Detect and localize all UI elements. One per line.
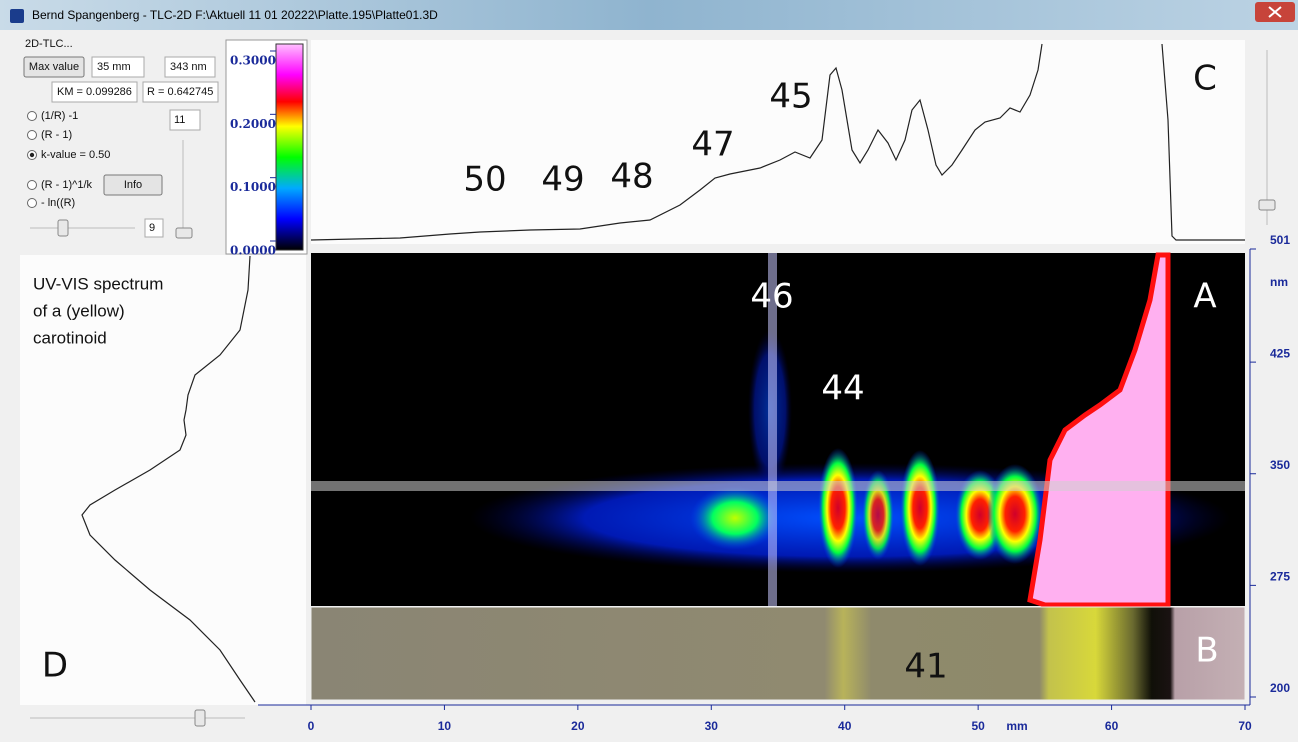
profile-panel bbox=[311, 40, 1245, 244]
app-window: Bernd Spangenberg - TLC-2D F:\Aktuell 11… bbox=[0, 0, 1298, 737]
peak-label: 45 bbox=[769, 77, 812, 117]
x-tick-label: 30 bbox=[705, 719, 719, 733]
heatmap-blob bbox=[987, 464, 1043, 564]
y-axis-unit: nm bbox=[1270, 275, 1288, 289]
x-tick-label: 50 bbox=[971, 719, 985, 733]
option-label: (1/R) -1 bbox=[41, 110, 78, 122]
x-tick-label: 40 bbox=[838, 719, 852, 733]
y-tick-label: 350 bbox=[1270, 458, 1290, 472]
r-value: R = 0.642745 bbox=[147, 86, 213, 98]
top-field-value: 11 bbox=[174, 114, 185, 126]
window-title: Bernd Spangenberg - TLC-2D F:\Aktuell 11… bbox=[32, 8, 438, 22]
info-button-label: Info bbox=[124, 179, 142, 191]
bottom-slider-thumb[interactable] bbox=[195, 710, 205, 726]
peak-label: 46 bbox=[750, 277, 793, 317]
y-tick-label: 200 bbox=[1270, 681, 1290, 695]
x-tick-label: 10 bbox=[438, 719, 452, 733]
plate-image bbox=[311, 607, 1245, 700]
option-label: k-value = 0.50 bbox=[41, 149, 110, 161]
spectrum-caption: UV-VIS spectrum bbox=[33, 274, 163, 293]
body: Bernd Spangenberg - TLC-2D F:\Aktuell 11… bbox=[0, 0, 1298, 737]
panel-b-label: B bbox=[1195, 631, 1218, 671]
heatmap-blob bbox=[818, 448, 858, 568]
y-tick-label: 425 bbox=[1270, 346, 1290, 360]
peak-label: 48 bbox=[610, 157, 653, 197]
panel-d-label: D bbox=[42, 646, 68, 686]
app-icon bbox=[10, 9, 24, 23]
spectrum-caption: of a (yellow) bbox=[33, 301, 125, 320]
km-value: KM = 0.099286 bbox=[57, 86, 132, 98]
color-scale-label: 0.2000 bbox=[230, 117, 276, 131]
y-tick-label: 501 bbox=[1270, 233, 1290, 247]
radio-button[interactable] bbox=[28, 199, 37, 208]
peak-label: 47 bbox=[691, 125, 734, 165]
x-tick-label: 70 bbox=[1238, 719, 1252, 733]
page: TLC-2D {"window": {"title": "Bernd Spang… bbox=[0, 0, 1298, 737]
horizontal-slider-thumb[interactable] bbox=[58, 220, 68, 236]
spectrum-panel bbox=[20, 255, 306, 705]
wavelength-value: 343 nm bbox=[170, 61, 207, 73]
spectrum-caption: carotinoid bbox=[33, 328, 107, 347]
x-axis-unit: mm bbox=[1006, 719, 1027, 733]
x-tick-label: 20 bbox=[571, 719, 585, 733]
color-scale-label: 0.3000 bbox=[230, 54, 276, 68]
peak-label: 49 bbox=[541, 160, 584, 200]
panel-c-label: C bbox=[1193, 59, 1217, 99]
radio-button[interactable] bbox=[28, 131, 37, 140]
group-label: 2D-TLC... bbox=[25, 38, 73, 50]
position-value: 35 mm bbox=[97, 61, 131, 73]
x-tick-label: 0 bbox=[308, 719, 315, 733]
panel-a-label: A bbox=[1193, 277, 1216, 317]
crosshair-horizontal bbox=[311, 481, 1245, 491]
peak-label: 44 bbox=[821, 369, 864, 409]
options: (1/R) -1 (R - 1) k-value = 0.50 (R - 1)^1/k… bbox=[28, 110, 111, 209]
color-scale-bar bbox=[276, 44, 303, 250]
max-value-button-label: Max value bbox=[29, 61, 79, 73]
vertical-slider-thumb[interactable] bbox=[176, 228, 192, 238]
x-tick-label: 60 bbox=[1105, 719, 1119, 733]
option-label: - ln((R) bbox=[41, 197, 75, 209]
radio-button[interactable] bbox=[28, 112, 37, 121]
bottom-field-value: 9 bbox=[149, 222, 155, 234]
peak-label: 50 bbox=[463, 160, 506, 200]
y-tick-label: 275 bbox=[1270, 570, 1290, 584]
heatmap-blob bbox=[900, 450, 940, 566]
heatmap-blob bbox=[690, 486, 780, 550]
color-scale-label: 0.1000 bbox=[230, 180, 276, 194]
option-label: (R - 1)^1/k bbox=[41, 179, 92, 191]
radio-button[interactable] bbox=[28, 181, 37, 190]
right-slider-thumb[interactable] bbox=[1259, 200, 1275, 210]
option-label: (R - 1) bbox=[41, 129, 72, 141]
radio-dot bbox=[30, 153, 34, 157]
peak-label: 41 bbox=[904, 647, 947, 687]
